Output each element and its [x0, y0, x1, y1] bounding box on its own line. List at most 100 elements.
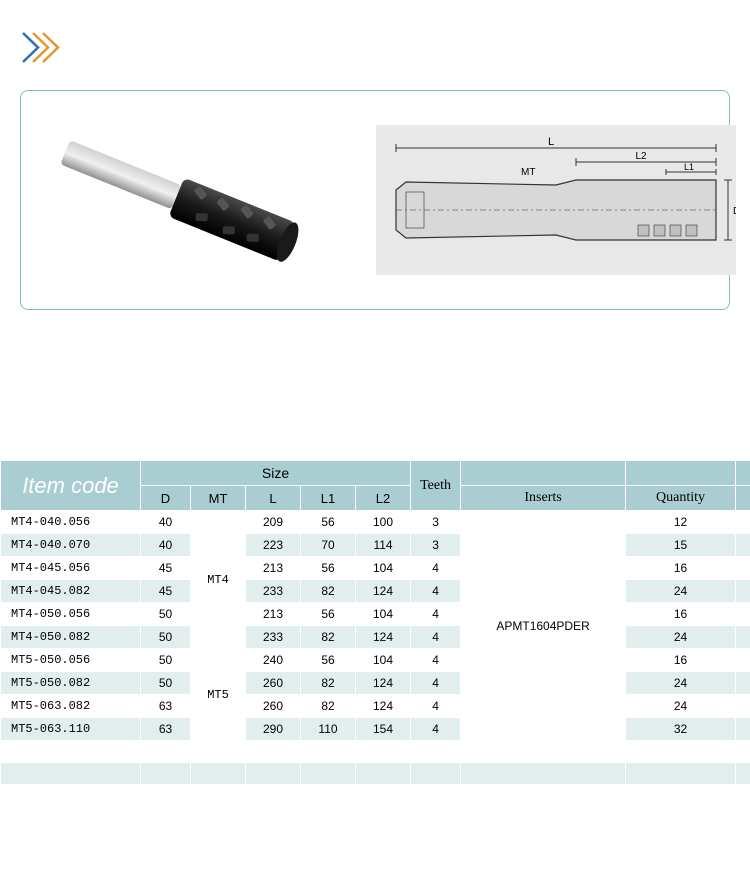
cell-D: 45: [141, 580, 191, 603]
cell-tail: [736, 672, 750, 695]
empty-cell: [356, 785, 411, 807]
empty-cell: [191, 785, 246, 807]
cell-item: MT4-040.070: [1, 534, 141, 557]
empty-cell: [736, 741, 750, 763]
empty-cell: [411, 763, 461, 785]
table-row: MT5-063.0826326082124424: [1, 695, 750, 718]
diagram-L1-label: L1: [684, 162, 694, 172]
page-container: L L2 L1 MT D: [0, 0, 750, 807]
cell-Teeth: 4: [411, 626, 461, 649]
empty-cell: [461, 741, 626, 763]
cell-D: 50: [141, 603, 191, 626]
cell-L: 213: [246, 603, 301, 626]
cell-item: MT5-063.082: [1, 695, 141, 718]
cell-Qty: 12: [626, 511, 736, 534]
cell-L2: 124: [356, 672, 411, 695]
cell-L2: 104: [356, 649, 411, 672]
product-image-box: L L2 L1 MT D: [20, 90, 730, 310]
empty-cell: [736, 763, 750, 785]
cell-Teeth: 4: [411, 580, 461, 603]
col-teeth: Teeth: [411, 461, 461, 511]
cell-Teeth: 3: [411, 511, 461, 534]
cell-L: 209: [246, 511, 301, 534]
cell-D: 50: [141, 649, 191, 672]
table-row: MT4-040.05640MT4209561003APMT1604PDER12: [1, 511, 750, 534]
empty-cell: [191, 741, 246, 763]
product-photo: [36, 110, 336, 290]
cell-item: MT5-050.082: [1, 672, 141, 695]
hdr-spacer-4: [736, 486, 750, 511]
empty-row: [1, 741, 750, 763]
cell-L1: 56: [301, 649, 356, 672]
table-row: MT4-040.0704022370114315: [1, 534, 750, 557]
empty-row: [1, 763, 750, 785]
cell-Teeth: 4: [411, 695, 461, 718]
cell-L2: 124: [356, 695, 411, 718]
spec-table-wrapper: Item codeSizeTeethDMTLL1L2InsertsQuantit…: [0, 460, 750, 807]
cell-L1: 82: [301, 695, 356, 718]
col-L: L: [246, 486, 301, 511]
empty-cell: [461, 763, 626, 785]
cell-tail: [736, 511, 750, 534]
empty-cell: [1, 785, 141, 807]
cell-Qty: 16: [626, 649, 736, 672]
cell-Qty: 32: [626, 718, 736, 741]
cell-D: 50: [141, 626, 191, 649]
chevron-decoration: [0, 0, 750, 80]
cell-tail: [736, 603, 750, 626]
cell-tail: [736, 649, 750, 672]
col-item-code: Item code: [1, 461, 141, 511]
cell-item: MT5-050.056: [1, 649, 141, 672]
empty-cell: [191, 763, 246, 785]
empty-cell: [1, 741, 141, 763]
empty-cell: [246, 785, 301, 807]
cell-tail: [736, 534, 750, 557]
empty-cell: [411, 785, 461, 807]
cell-L1: 110: [301, 718, 356, 741]
cell-L1: 82: [301, 672, 356, 695]
cell-L1: 56: [301, 603, 356, 626]
col-L1: L1: [301, 486, 356, 511]
cell-L1: 82: [301, 626, 356, 649]
cell-D: 50: [141, 672, 191, 695]
col-size: Size: [141, 461, 411, 486]
empty-cell: [246, 741, 301, 763]
cell-mt-group: MT5: [191, 649, 246, 741]
col-L2: L2: [356, 486, 411, 511]
chevron-icon: [20, 30, 70, 65]
empty-cell: [461, 785, 626, 807]
cell-D: 63: [141, 718, 191, 741]
col-D: D: [141, 486, 191, 511]
empty-row: [1, 785, 750, 807]
cell-L1: 56: [301, 511, 356, 534]
cell-Qty: 16: [626, 603, 736, 626]
empty-cell: [626, 741, 736, 763]
cell-L2: 104: [356, 603, 411, 626]
empty-cell: [736, 785, 750, 807]
cell-Qty: 24: [626, 626, 736, 649]
cell-L1: 70: [301, 534, 356, 557]
cell-Qty: 15: [626, 534, 736, 557]
cell-L2: 100: [356, 511, 411, 534]
table-row: MT5-063.11063290110154432: [1, 718, 750, 741]
cell-Qty: 24: [626, 672, 736, 695]
hdr-spacer-2: [626, 461, 736, 486]
cell-L: 260: [246, 695, 301, 718]
col-quantity: Quantity: [626, 486, 736, 511]
diagram-L2-label: L2: [635, 151, 647, 162]
cell-Qty: 16: [626, 557, 736, 580]
hdr-spacer-1: [461, 461, 626, 486]
cell-Teeth: 4: [411, 672, 461, 695]
cell-L1: 82: [301, 580, 356, 603]
cell-L: 233: [246, 580, 301, 603]
hdr-spacer-3: [736, 461, 750, 486]
empty-cell: [301, 785, 356, 807]
spacer: [0, 320, 750, 460]
empty-cell: [356, 741, 411, 763]
cell-Teeth: 4: [411, 718, 461, 741]
cell-L2: 114: [356, 534, 411, 557]
empty-cell: [301, 763, 356, 785]
cell-Teeth: 3: [411, 534, 461, 557]
table-row: MT5-050.05650MT524056104416: [1, 649, 750, 672]
empty-cell: [141, 741, 191, 763]
